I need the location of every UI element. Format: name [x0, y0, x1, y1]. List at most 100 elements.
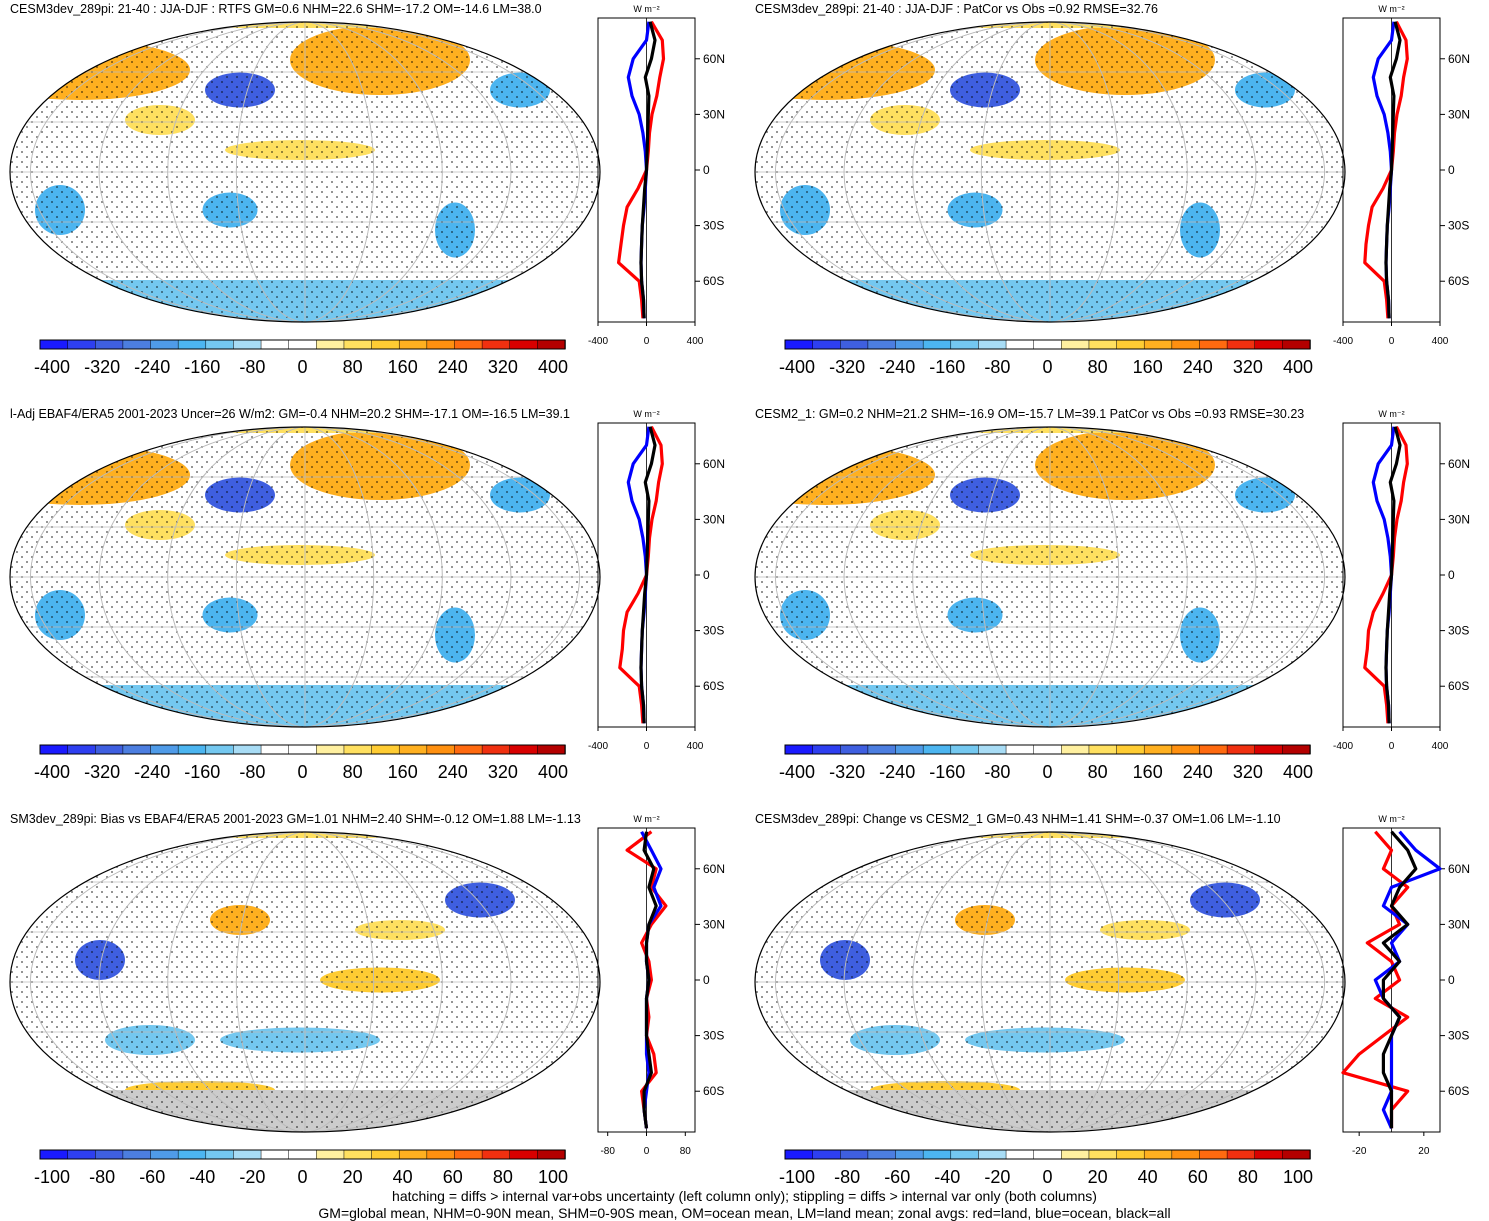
- colorbar-label: 320: [1233, 357, 1263, 377]
- zonal-unit-label: W m⁻²: [633, 4, 659, 14]
- longitude-line: [912, 22, 1188, 322]
- lat-tick-label: 0: [703, 568, 710, 582]
- longitude-line: [843, 832, 1257, 1132]
- lat-tick-label: 30N: [703, 107, 725, 121]
- colorbar-swatch: [316, 339, 345, 350]
- colorbar-swatch: [1143, 1149, 1173, 1160]
- colorbar-swatch: [177, 1149, 207, 1160]
- colorbar-swatch: [1171, 1149, 1201, 1160]
- colorbar-swatch: [177, 744, 207, 755]
- colorbar-label: 400: [1283, 357, 1313, 377]
- colorbar-swatch: [1282, 744, 1311, 755]
- zonal-all-line: [1384, 426, 1402, 724]
- colorbar-swatch: [343, 339, 373, 350]
- zonal-x-tick-label: 0: [644, 336, 650, 347]
- lat-tick-label: 60S: [1448, 1084, 1469, 1098]
- colorbar-swatch: [1143, 744, 1173, 755]
- colorbar-label: -240: [879, 762, 915, 782]
- zonal-unit-label: W m⁻²: [633, 409, 659, 419]
- colorbar-swatch: [895, 339, 924, 350]
- colorbar-label: 60: [443, 1167, 463, 1187]
- zonal-x-tick-label: -400: [588, 741, 608, 752]
- colorbar-label: 400: [1283, 762, 1313, 782]
- zonal-mean-plot: W m⁻² 60N 30N 0 30S 60S -80 0 80: [597, 814, 725, 1157]
- lat-tick-label: 30S: [1448, 624, 1469, 638]
- colorbar-label: -400: [34, 357, 70, 377]
- colorbar: -100 -80 -60 -40 -20 0 20 40 60 80 100: [34, 1149, 568, 1187]
- lat-tick-label: 0: [1448, 163, 1455, 177]
- colorbar-swatch: [840, 744, 869, 755]
- footer-line-1: hatching = diffs > internal var+obs unce…: [392, 1188, 1097, 1204]
- zonal-land-line: [1341, 830, 1410, 1129]
- colorbar-label: -80: [984, 762, 1010, 782]
- colorbar-swatch: [840, 339, 869, 350]
- colorbar-swatch: [260, 1149, 290, 1160]
- colorbar-swatch: [371, 339, 400, 350]
- lat-tick-label: 30S: [1448, 219, 1469, 233]
- colorbar-swatch: [205, 744, 235, 755]
- colorbar-swatch: [39, 744, 69, 755]
- longitude-line: [30, 22, 580, 322]
- colorbar-swatch: [1282, 339, 1311, 350]
- colorbar-label: 80: [343, 357, 363, 377]
- colorbar-swatch: [150, 339, 179, 350]
- colorbar-swatch: [39, 339, 69, 350]
- colorbar-label: 0: [297, 762, 307, 782]
- longitude-line: [30, 832, 580, 1132]
- lat-tick-label: 30N: [1448, 917, 1470, 931]
- zonal-ocean-line: [1373, 830, 1442, 1129]
- colorbar-swatch: [509, 339, 539, 350]
- colorbar-swatch: [950, 744, 980, 755]
- colorbar-swatch: [1061, 744, 1090, 755]
- zonal-all-line: [1384, 21, 1402, 319]
- longitude-line: [843, 22, 1257, 322]
- longitude-line: [912, 427, 1188, 727]
- colorbar-swatch: [1199, 339, 1228, 350]
- colorbar-swatch: [205, 339, 235, 350]
- colorbar-label: -20: [984, 1167, 1010, 1187]
- colorbar-label: 100: [1283, 1167, 1313, 1187]
- zonal-mean-plot: W m⁻² 60N 30N 0 30S 60S -400 0 400: [588, 409, 725, 752]
- colorbar-label: 160: [1133, 357, 1163, 377]
- zonal-x-tick-label: 20: [1418, 1146, 1430, 1157]
- lat-tick-label: 60S: [703, 679, 724, 693]
- colorbar-label: -80: [239, 762, 265, 782]
- colorbar-swatch: [67, 744, 97, 755]
- colorbar: -400 -320 -240 -160 -80 0 80 160 240 320 400: [34, 744, 568, 782]
- colorbar-frame: [39, 744, 566, 755]
- longitude-line: [775, 22, 1325, 322]
- lat-tick-label: 30N: [1448, 107, 1470, 121]
- colorbar-swatch: [343, 744, 373, 755]
- lat-tick-label: 60N: [1448, 862, 1470, 876]
- colorbar-swatch: [867, 1149, 897, 1160]
- chart-panel: CESM3dev_289pi: Change vs CESM2_1 GM=0.4…: [745, 810, 1489, 1205]
- map-border: [754, 426, 1346, 728]
- colorbar-label: -320: [829, 762, 865, 782]
- colorbar-swatch: [233, 339, 262, 350]
- zonal-unit-label: W m⁻²: [1378, 4, 1404, 14]
- colorbar-swatch: [481, 1149, 511, 1160]
- panel-title: CESM3dev_289pi: Change vs CESM2_1 GM=0.4…: [755, 812, 1281, 826]
- longitude-line: [775, 832, 1325, 1132]
- colorbar-frame: [39, 339, 566, 350]
- colorbar-swatch: [978, 339, 1007, 350]
- panel-graphic: W m⁻² 60N 30N 0 30S 60S -400 0 400 -400 -320 -240 -1…: [754, 409, 1470, 782]
- colorbar-swatch: [233, 744, 262, 755]
- zonal-mean-plot: W m⁻² 60N 30N 0 30S 60S -20 20: [1341, 814, 1470, 1157]
- colorbar-swatch: [426, 744, 456, 755]
- colorbar-swatch: [950, 1149, 980, 1160]
- longitude-line: [980, 832, 1120, 1132]
- longitude-line: [775, 427, 1325, 727]
- longitude-line: [843, 427, 1257, 727]
- colorbar-label: -80: [239, 357, 265, 377]
- colorbar-swatch: [537, 744, 566, 755]
- colorbar-swatch: [1226, 1149, 1256, 1160]
- lat-tick-label: 30S: [703, 219, 724, 233]
- colorbar-swatch: [1088, 339, 1118, 350]
- colorbar-label: -320: [829, 357, 865, 377]
- colorbar-swatch: [1116, 744, 1145, 755]
- colorbar-label: 240: [1183, 357, 1213, 377]
- longitude-line: [30, 427, 580, 727]
- colorbar-label: 240: [438, 762, 468, 782]
- zonal-x-tick-label: 400: [687, 741, 704, 752]
